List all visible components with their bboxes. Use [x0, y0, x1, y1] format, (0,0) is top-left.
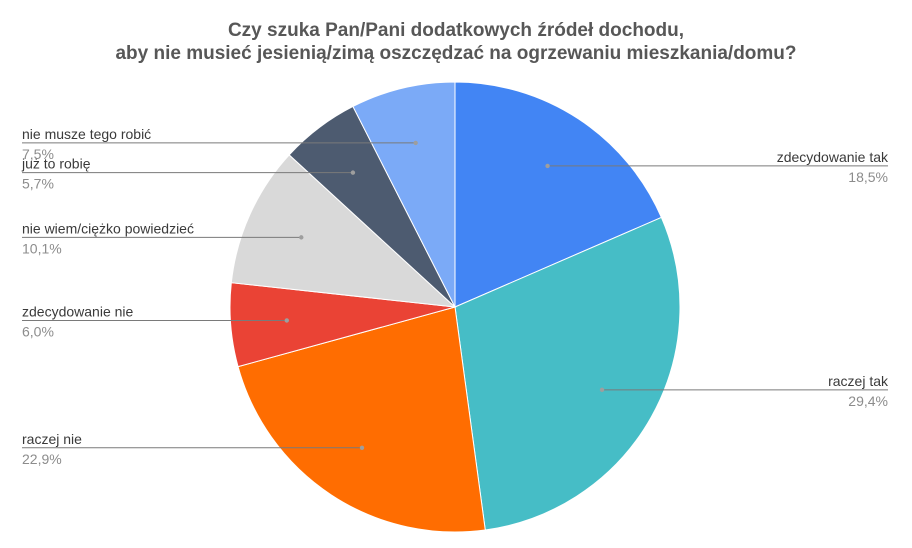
slice-value-5: 5,7%	[22, 176, 54, 192]
slice-labels: zdecydowanie tak 18,5% raczej tak 29,4% racz…	[21, 126, 889, 467]
leader-dot-6	[413, 140, 418, 146]
slice-label-5: już to robię	[21, 156, 91, 172]
chart-title-line-2: aby nie musieć jesienią/zimą oszczędzać …	[115, 43, 796, 64]
leader-dot-1	[599, 387, 605, 393]
slice-value-2: 22,9%	[22, 451, 62, 467]
pie-slice-6	[352, 81, 456, 308]
chart-title: Czy szuka Pan/Pani dodatkowych źródeł do…	[115, 20, 796, 64]
leader-dot-0	[545, 163, 550, 169]
leader-dot-2	[359, 445, 365, 451]
slice-value-4: 10,1%	[22, 240, 62, 256]
slice-value-1: 29,4%	[848, 393, 888, 409]
slice-label-3: zdecydowanie nie	[22, 303, 134, 319]
slice-label-1: raczej tak	[828, 373, 889, 389]
slice-value-3: 6,0%	[22, 323, 54, 339]
pie-slice-2	[237, 306, 486, 533]
leader-dot-3	[284, 318, 289, 323]
slice-value-0: 18,5%	[848, 169, 888, 185]
leader-dot-4	[299, 235, 304, 240]
chart-title-line-1: Czy szuka Pan/Pani dodatkowych źródeł do…	[228, 20, 684, 41]
slice-label-6: nie musze tego robić	[22, 126, 151, 142]
pie-slices	[229, 81, 681, 533]
pie-slice-0	[454, 81, 663, 308]
leader-dot-5	[350, 170, 356, 175]
slice-label-2: raczej nie	[22, 431, 82, 447]
pie-slice-1	[454, 216, 681, 531]
pie-slice-4	[230, 154, 457, 308]
slice-label-0: zdecydowanie tak	[777, 149, 889, 165]
slice-value-6: 7,5%	[22, 146, 54, 162]
slice-label-4: nie wiem/ciężko powiedzieć	[22, 220, 194, 236]
